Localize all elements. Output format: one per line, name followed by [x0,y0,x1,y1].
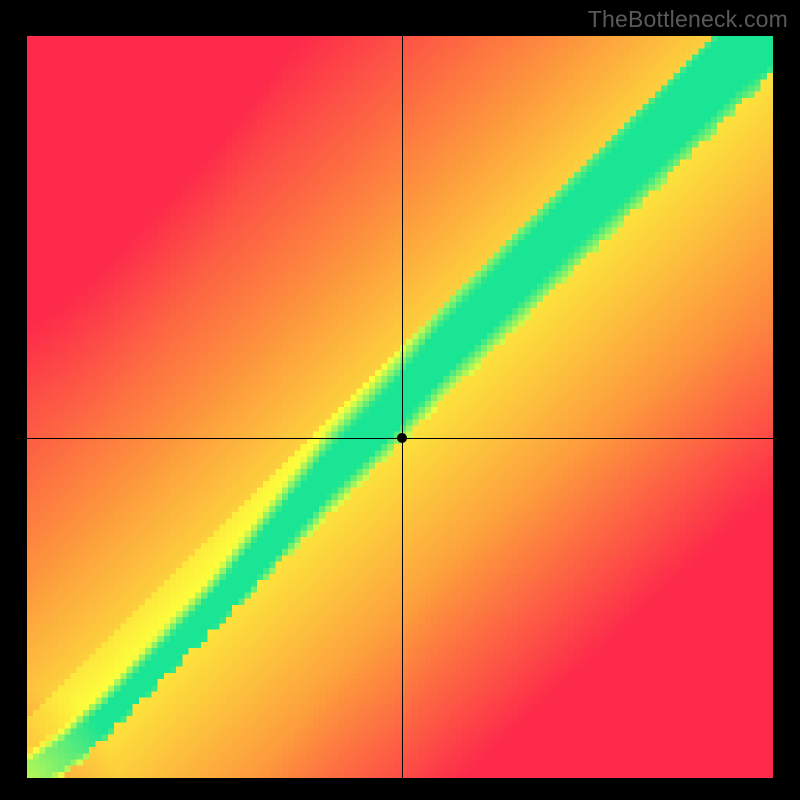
crosshair-vertical [402,36,403,778]
heatmap-canvas [27,36,773,778]
bottleneck-heatmap [27,36,773,778]
watermark-text: TheBottleneck.com [588,6,788,33]
crosshair-marker [397,433,407,443]
